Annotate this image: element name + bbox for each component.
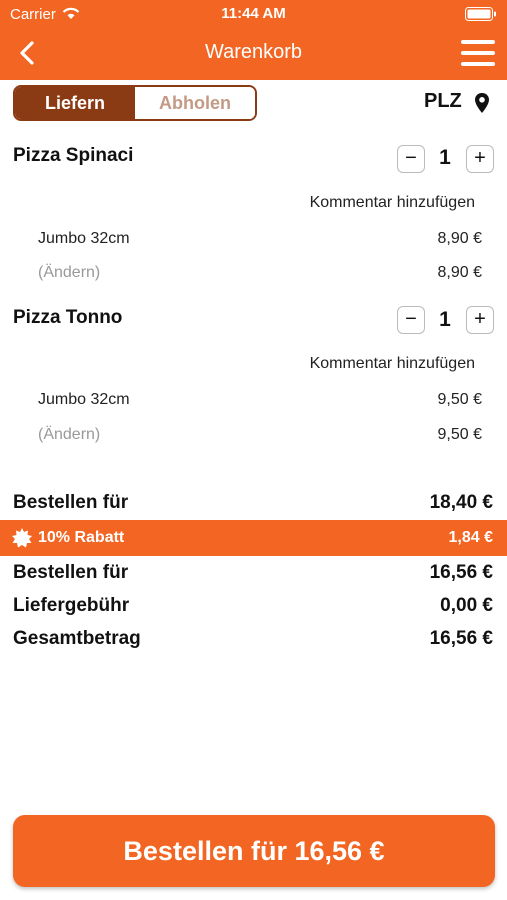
battery-icon — [465, 7, 496, 21]
option-price: 8,90 € — [437, 230, 482, 247]
status-time: 11:44 AM — [221, 5, 286, 22]
change-option-link[interactable]: (Ändern) — [38, 264, 101, 281]
item-option: Jumbo 32cm — [38, 230, 130, 247]
delivery-fee-value: 0,00 € — [440, 595, 493, 616]
location-pin-icon[interactable] — [474, 92, 490, 114]
quantity-value: 1 — [439, 146, 451, 169]
carrier-label: Carrier — [10, 6, 56, 23]
cart-item-name: Pizza Spinaci — [13, 145, 134, 166]
subtotal-value: 18,40 € — [429, 492, 493, 513]
subtotal-label: Bestellen für — [13, 492, 129, 513]
plz-label[interactable]: PLZ — [424, 90, 462, 112]
increase-qty-button[interactable]: + — [466, 306, 494, 334]
discounted-subtotal-label: Bestellen für — [13, 562, 129, 583]
grand-total-label: Gesamtbetrag — [13, 628, 141, 649]
discount-label: 10% Rabatt — [38, 529, 125, 546]
status-bar: Carrier 11:44 AM — [0, 0, 507, 28]
increase-qty-button[interactable]: + — [466, 145, 494, 173]
page-title: Warenkorb — [204, 41, 303, 63]
item-option: Jumbo 32cm — [38, 391, 130, 408]
discount-banner: 10% Rabatt 1,84 € — [0, 520, 507, 556]
back-arrow-icon[interactable] — [16, 40, 40, 66]
grand-total-value: 16,56 € — [429, 628, 493, 649]
pickup-tab[interactable]: Abholen — [135, 87, 255, 119]
discounted-subtotal-value: 16,56 € — [429, 562, 493, 583]
discount-badge-icon — [12, 528, 32, 548]
wifi-icon — [62, 7, 80, 19]
item-total: 9,50 € — [437, 426, 482, 443]
option-price: 9,50 € — [437, 391, 482, 408]
decrease-qty-button[interactable]: − — [397, 306, 425, 334]
change-option-link[interactable]: (Ändern) — [38, 426, 101, 443]
discount-value: 1,84 € — [448, 529, 493, 546]
decrease-qty-button[interactable]: − — [397, 145, 425, 173]
quantity-value: 1 — [439, 308, 451, 331]
add-comment-link[interactable]: Kommentar hinzufügen — [309, 194, 475, 211]
place-order-button[interactable]: Bestellen für 16,56 € — [13, 815, 495, 887]
nav-bar: Warenkorb — [0, 28, 507, 80]
delivery-mode-toggle: Liefern Abholen — [13, 85, 257, 121]
hamburger-menu-icon[interactable] — [461, 40, 495, 66]
deliver-tab[interactable]: Liefern — [15, 87, 135, 119]
add-comment-link[interactable]: Kommentar hinzufügen — [309, 355, 475, 372]
cart-item-name: Pizza Tonno — [13, 307, 123, 328]
delivery-fee-label: Liefergebühr — [13, 595, 130, 616]
item-total: 8,90 € — [437, 264, 482, 281]
app-header: Carrier 11:44 AM Warenkorb — [0, 0, 507, 80]
